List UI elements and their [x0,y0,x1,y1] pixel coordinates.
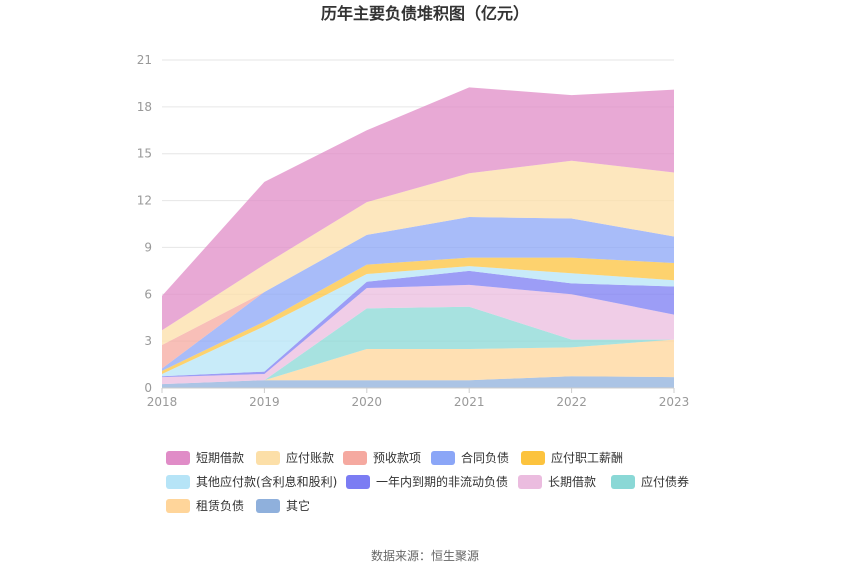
area-series-2 [162,306,674,385]
legend-swatch [166,499,190,513]
legend-swatch [256,499,280,513]
area-series-4 [162,270,674,378]
x-tick-label: 2022 [556,395,587,409]
y-tick-label: 6 [144,287,152,301]
legend-swatch [166,451,190,465]
legend-item[interactable]: 合同负债 [431,450,509,465]
area-series-7 [162,216,674,371]
legend-label: 应付债券 [641,474,689,489]
legend-swatch [431,451,455,465]
legend-label: 其他应付款(含利息和股利) [196,474,337,489]
legend-label: 租赁负债 [196,499,244,513]
y-tick-label: 9 [144,240,152,254]
area-series-6 [162,257,674,374]
chart-title: 历年主要负债堆积图（亿元） [321,4,529,23]
legend-item[interactable]: 租赁负债 [166,499,244,513]
legend-swatch [256,451,280,465]
data-source: 数据来源：恒生聚源 [371,548,479,563]
legend-label: 一年内到期的非流动负债 [376,474,508,489]
x-tick-label: 2019 [249,395,280,409]
area-series-5 [162,266,674,377]
area-series-1 [162,339,674,385]
legend-swatch [518,475,542,489]
y-tick-label: 0 [144,381,152,395]
axes: 0 3 6 9 12 15 18 21 2018 2019 2020 2021 2022 2023 [137,53,690,409]
legend-item[interactable]: 预收款项 [343,451,421,465]
legend-label: 合同负债 [461,450,509,465]
legend-item[interactable]: 其它 [256,498,310,513]
legend-label: 应付职工薪酬 [551,450,623,465]
legend-item[interactable]: 长期借款 [518,475,596,489]
x-tick-label: 2018 [147,395,178,409]
legend-item[interactable]: 短期借款 [166,451,244,465]
areas [162,87,674,388]
area-series-10 [162,87,674,331]
y-tick-label: 18 [137,100,152,114]
area-series-9 [162,160,674,346]
y-tick-label: 3 [144,334,152,348]
legend-swatch [346,475,370,489]
legend-swatch [343,451,367,465]
legend-label: 长期借款 [548,475,596,489]
legend-label: 短期借款 [196,451,244,465]
y-tick-label: 15 [137,147,152,161]
x-tick-label: 2021 [454,395,485,409]
legend-label: 其它 [286,498,310,513]
legend-item[interactable]: 其他应付款(含利息和股利) [166,474,337,489]
legend-item[interactable]: 应付职工薪酬 [521,450,623,465]
legend-swatch [166,475,190,489]
area-series-0 [162,376,674,388]
legend-swatch [611,475,635,489]
legend-item[interactable]: 应付账款 [256,450,334,465]
y-tick-label: 12 [137,194,152,208]
legend-label: 预收款项 [373,451,421,465]
x-tick-label: 2023 [659,395,690,409]
legend-label: 应付账款 [286,450,334,465]
legend-item[interactable]: 应付债券 [611,474,689,489]
y-tick-label: 21 [137,53,152,67]
area-series-3 [162,284,674,385]
legend-swatch [521,451,545,465]
legend-item[interactable]: 一年内到期的非流动负债 [346,474,508,489]
x-tick-label: 2020 [352,395,383,409]
